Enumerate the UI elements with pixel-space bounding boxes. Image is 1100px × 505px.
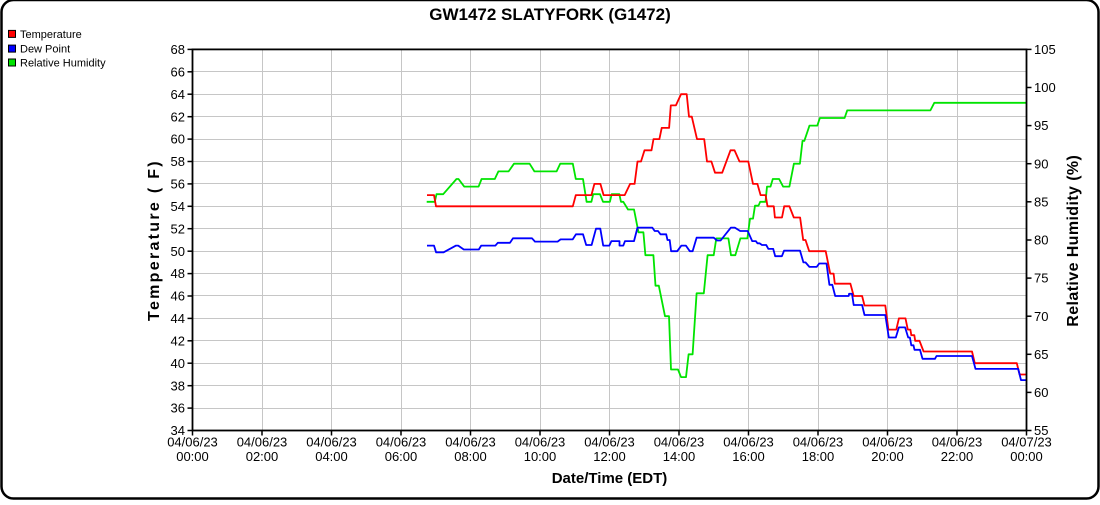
svg-text:00:00: 00:00 xyxy=(1010,449,1043,464)
svg-text:50: 50 xyxy=(171,244,185,259)
svg-text:04/06/23: 04/06/23 xyxy=(515,435,566,450)
svg-text:20:00: 20:00 xyxy=(871,449,904,464)
svg-text:55: 55 xyxy=(1034,423,1048,438)
svg-text:100: 100 xyxy=(1034,80,1056,95)
svg-text:68: 68 xyxy=(171,42,185,57)
svg-text:48: 48 xyxy=(171,266,185,281)
svg-text:66: 66 xyxy=(171,64,185,79)
svg-text:38: 38 xyxy=(171,378,185,393)
svg-text:90: 90 xyxy=(1034,156,1048,171)
svg-text:Relative Humidity (%): Relative Humidity (%) xyxy=(1065,155,1082,327)
svg-text:04/06/23: 04/06/23 xyxy=(793,435,844,450)
svg-text:Temperature: Temperature xyxy=(20,29,82,41)
svg-text:75: 75 xyxy=(1034,271,1048,286)
svg-text:16:00: 16:00 xyxy=(732,449,765,464)
svg-text:Date/Time (EDT): Date/Time (EDT) xyxy=(552,470,668,487)
svg-text:64: 64 xyxy=(171,87,185,102)
svg-text:52: 52 xyxy=(171,221,185,236)
svg-text:40: 40 xyxy=(171,356,185,371)
svg-text:18:00: 18:00 xyxy=(802,449,835,464)
svg-text:04/06/23: 04/06/23 xyxy=(237,435,288,450)
svg-text:04/06/23: 04/06/23 xyxy=(862,435,913,450)
svg-text:04:00: 04:00 xyxy=(315,449,348,464)
svg-text:36: 36 xyxy=(171,401,185,416)
svg-text:105: 105 xyxy=(1034,42,1056,57)
svg-text:10:00: 10:00 xyxy=(524,449,557,464)
svg-text:02:00: 02:00 xyxy=(246,449,279,464)
svg-text:65: 65 xyxy=(1034,347,1048,362)
svg-text:Temperature ( F): Temperature ( F) xyxy=(146,159,163,321)
svg-text:60: 60 xyxy=(171,132,185,147)
svg-text:22:00: 22:00 xyxy=(941,449,974,464)
svg-text:56: 56 xyxy=(171,177,185,192)
svg-text:04/06/23: 04/06/23 xyxy=(306,435,357,450)
svg-text:46: 46 xyxy=(171,289,185,304)
svg-text:34: 34 xyxy=(171,423,185,438)
svg-text:44: 44 xyxy=(171,311,185,326)
svg-text:04/06/23: 04/06/23 xyxy=(445,435,496,450)
svg-text:Relative Humidity: Relative Humidity xyxy=(20,57,106,69)
svg-text:06:00: 06:00 xyxy=(385,449,418,464)
svg-text:04/06/23: 04/06/23 xyxy=(932,435,983,450)
svg-text:04/06/23: 04/06/23 xyxy=(654,435,705,450)
svg-text:60: 60 xyxy=(1034,385,1048,400)
svg-text:54: 54 xyxy=(171,199,185,214)
svg-text:04/06/23: 04/06/23 xyxy=(584,435,635,450)
svg-text:Dew Point: Dew Point xyxy=(20,44,70,56)
svg-text:58: 58 xyxy=(171,154,185,169)
svg-text:08:00: 08:00 xyxy=(454,449,487,464)
svg-text:62: 62 xyxy=(171,109,185,124)
svg-text:04/06/23: 04/06/23 xyxy=(723,435,774,450)
svg-text:GW1472 SLATYFORK (G1472): GW1472 SLATYFORK (G1472) xyxy=(429,5,671,24)
svg-text:04/06/23: 04/06/23 xyxy=(376,435,427,450)
svg-text:04/07/23: 04/07/23 xyxy=(1001,435,1052,450)
svg-text:80: 80 xyxy=(1034,233,1048,248)
svg-text:14:00: 14:00 xyxy=(663,449,696,464)
svg-text:70: 70 xyxy=(1034,309,1048,324)
svg-text:00:00: 00:00 xyxy=(176,449,209,464)
svg-text:12:00: 12:00 xyxy=(593,449,626,464)
svg-text:04/06/23: 04/06/23 xyxy=(167,435,218,450)
svg-text:95: 95 xyxy=(1034,118,1048,133)
svg-text:85: 85 xyxy=(1034,194,1048,209)
svg-text:42: 42 xyxy=(171,333,185,348)
